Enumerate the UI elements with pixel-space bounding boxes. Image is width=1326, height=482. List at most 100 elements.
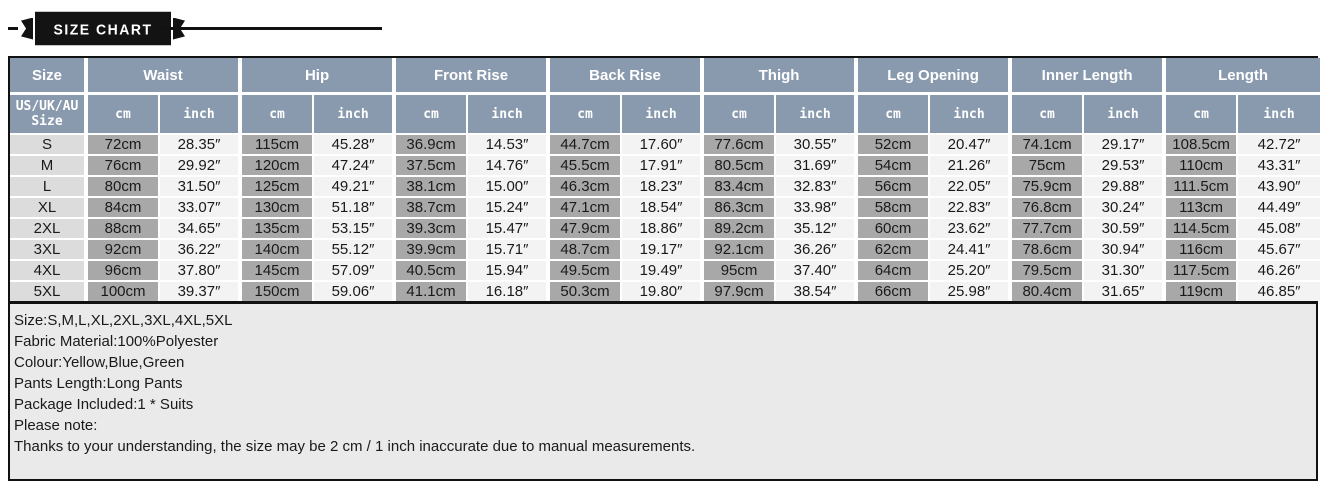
- measure-cell-inch: 17.91″: [622, 156, 705, 177]
- measure-cell-cm: 79.5cm: [1012, 261, 1085, 282]
- note-line: Package Included:1 * Suits: [14, 396, 194, 413]
- measure-cell-cm: 113cm: [1166, 198, 1239, 219]
- measure-cell-cm: 58cm: [858, 198, 931, 219]
- table-row: 3XL 92cm 36.22″ 140cm 55.12″ 39.9cm 15.71″ 48.7…: [10, 240, 1321, 261]
- measure-cell-inch: 29.88″: [1084, 177, 1167, 198]
- measure-cell-inch: 45.08″: [1238, 219, 1321, 240]
- measure-cell-cm: 52cm: [858, 135, 931, 156]
- note-line: Please note:: [14, 417, 98, 434]
- measure-cell-cm: 96cm: [88, 261, 160, 282]
- measure-cell-cm: 38.7cm: [396, 198, 469, 219]
- size-chart-ribbon: SIZE CHART: [21, 11, 185, 46]
- measure-cell-cm: 95cm: [704, 261, 777, 282]
- measure-cell-inch: 33.98″: [776, 198, 859, 219]
- measure-cell-cm: 60cm: [858, 219, 931, 240]
- measure-cell-cm: 80.5cm: [704, 156, 777, 177]
- measure-cell-cm: 120cm: [242, 156, 315, 177]
- measure-cell-cm: 64cm: [858, 261, 931, 282]
- measure-cell-cm: 46.3cm: [550, 177, 623, 198]
- measure-cell-inch: 23.62″: [930, 219, 1013, 240]
- measure-cell-inch: 46.85″: [1238, 282, 1321, 301]
- measure-cell-inch: 36.26″: [776, 240, 859, 261]
- measure-cell-cm: 76cm: [88, 156, 160, 177]
- header-group-row: Size Waist Hip Front Rise Back Rise Thigh Leg …: [10, 58, 1321, 95]
- measure-cell-inch: 44.49″: [1238, 198, 1321, 219]
- measure-cell-inch: 31.65″: [1084, 282, 1167, 301]
- measure-cell-inch: 21.26″: [930, 156, 1013, 177]
- measure-cell-cm: 38.1cm: [396, 177, 469, 198]
- measure-cell-inch: 46.26″: [1238, 261, 1321, 282]
- measure-cell-inch: 43.31″: [1238, 156, 1321, 177]
- measure-cell-cm: 100cm: [88, 282, 160, 301]
- measure-cell-inch: 16.18″: [468, 282, 551, 301]
- column-header-waist: Waist: [88, 58, 243, 95]
- measure-cell-inch: 29.53″: [1084, 156, 1167, 177]
- table-row: S 72cm 28.35″ 115cm 45.28″ 36.9cm 14.53″ 44.7cm…: [10, 135, 1321, 156]
- measure-cell-inch: 31.50″: [160, 177, 243, 198]
- measure-cell-inch: 36.22″: [160, 240, 243, 261]
- measure-cell-inch: 15.00″: [468, 177, 551, 198]
- measure-cell-cm: 45.5cm: [550, 156, 623, 177]
- measure-cell-inch: 32.83″: [776, 177, 859, 198]
- measure-cell-cm: 72cm: [88, 135, 160, 156]
- size-cell: 3XL: [10, 240, 88, 261]
- measure-cell-cm: 44.7cm: [550, 135, 623, 156]
- unit-header-cm: cm: [704, 95, 777, 135]
- unit-header-inch: inch: [314, 95, 397, 135]
- subheader-us-uk-au-size: US/UK/AU Size: [10, 95, 88, 135]
- measure-cell-inch: 38.54″: [776, 282, 859, 301]
- measure-cell-cm: 77.7cm: [1012, 219, 1085, 240]
- measure-cell-cm: 62cm: [858, 240, 931, 261]
- measure-cell-cm: 86.3cm: [704, 198, 777, 219]
- measure-cell-cm: 75.9cm: [1012, 177, 1085, 198]
- notes-panel: Size:S,M,L,XL,2XL,3XL,4XL,5XL Fabric Mate…: [10, 301, 1316, 479]
- unit-header-cm: cm: [1012, 95, 1085, 135]
- measure-cell-cm: 50.3cm: [550, 282, 623, 301]
- measure-cell-cm: 115cm: [242, 135, 315, 156]
- measure-cell-cm: 54cm: [858, 156, 931, 177]
- measure-cell-cm: 74.1cm: [1012, 135, 1085, 156]
- table-body: S 72cm 28.35″ 115cm 45.28″ 36.9cm 14.53″ 44.7cm…: [10, 135, 1321, 301]
- measure-cell-cm: 80.4cm: [1012, 282, 1085, 301]
- column-header-length: Length: [1166, 58, 1321, 95]
- table-row: 4XL 96cm 37.80″ 145cm 57.09″ 40.5cm 15.94″ 49.5…: [10, 261, 1321, 282]
- measure-cell-inch: 43.90″: [1238, 177, 1321, 198]
- unit-header-cm: cm: [858, 95, 931, 135]
- measure-cell-cm: 119cm: [1166, 282, 1239, 301]
- column-header-inner-length: Inner Length: [1012, 58, 1167, 95]
- measure-cell-cm: 66cm: [858, 282, 931, 301]
- size-cell: M: [10, 156, 88, 177]
- unit-header-inch: inch: [930, 95, 1013, 135]
- measure-cell-inch: 24.41″: [930, 240, 1013, 261]
- measure-cell-inch: 28.35″: [160, 135, 243, 156]
- measure-cell-inch: 30.24″: [1084, 198, 1167, 219]
- measure-cell-inch: 30.59″: [1084, 219, 1167, 240]
- measure-cell-cm: 88cm: [88, 219, 160, 240]
- measure-cell-cm: 47.1cm: [550, 198, 623, 219]
- size-chart-table: Size Waist Hip Front Rise Back Rise Thigh Leg …: [10, 58, 1321, 301]
- measure-cell-cm: 39.3cm: [396, 219, 469, 240]
- measure-cell-inch: 39.37″: [160, 282, 243, 301]
- unit-header-cm: cm: [1166, 95, 1239, 135]
- unit-header-cm: cm: [396, 95, 469, 135]
- measure-cell-cm: 37.5cm: [396, 156, 469, 177]
- measure-cell-cm: 76.8cm: [1012, 198, 1085, 219]
- unit-header-inch: inch: [1084, 95, 1167, 135]
- unit-header-inch: inch: [468, 95, 551, 135]
- measure-cell-cm: 89.2cm: [704, 219, 777, 240]
- measure-cell-inch: 34.65″: [160, 219, 243, 240]
- measure-cell-inch: 29.92″: [160, 156, 243, 177]
- measure-cell-inch: 17.60″: [622, 135, 705, 156]
- column-header-hip: Hip: [242, 58, 397, 95]
- measure-cell-inch: 59.06″: [314, 282, 397, 301]
- size-cell: 4XL: [10, 261, 88, 282]
- size-chart-title: SIZE CHART: [35, 11, 171, 46]
- column-header-leg-opening: Leg Opening: [858, 58, 1013, 95]
- table-row: 5XL 100cm 39.37″ 150cm 59.06″ 41.1cm 16.18″ 50.…: [10, 282, 1321, 301]
- size-cell: 5XL: [10, 282, 88, 301]
- measure-cell-inch: 18.86″: [622, 219, 705, 240]
- measure-cell-cm: 108.5cm: [1166, 135, 1239, 156]
- unit-header-inch: inch: [1238, 95, 1321, 135]
- measure-cell-inch: 42.72″: [1238, 135, 1321, 156]
- unit-header-inch: inch: [776, 95, 859, 135]
